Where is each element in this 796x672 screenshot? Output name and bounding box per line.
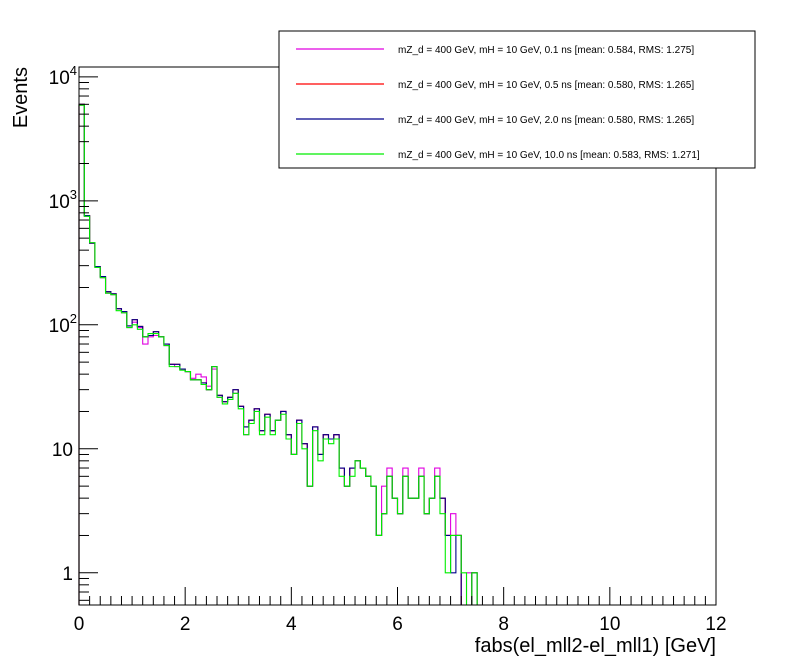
- legend-label-0: mZ_d = 400 GeV, mH = 10 GeV, 0.1 ns [mea…: [398, 45, 694, 56]
- x-tick-label: 4: [286, 614, 297, 635]
- y-tick-label: 102: [49, 311, 77, 337]
- y-tick-label: 10: [52, 440, 73, 461]
- y-tick-label: 104: [49, 63, 77, 89]
- y-axis-title: Events: [10, 67, 32, 128]
- legend-box: [278, 30, 756, 169]
- x-tick-label: 0: [74, 614, 85, 635]
- legend-label-1: mZ_d = 400 GeV, mH = 10 GeV, 0.5 ns [mea…: [398, 80, 694, 91]
- x-tick-label: 2: [180, 614, 191, 635]
- y-tick-label: 103: [49, 187, 77, 213]
- x-tick-label: 6: [392, 614, 403, 635]
- y-tick-label: 1: [62, 564, 73, 585]
- x-axis-title: fabs(el_mll2-el_mll1) [GeV]: [475, 635, 716, 657]
- legend-label-2: mZ_d = 400 GeV, mH = 10 GeV, 2.0 ns [mea…: [398, 115, 694, 126]
- x-tick-label: 10: [599, 614, 620, 635]
- x-tick-label: 12: [705, 614, 726, 635]
- legend-label-3: mZ_d = 400 GeV, mH = 10 GeV, 10.0 ns [me…: [398, 150, 700, 161]
- x-tick-label: 8: [498, 614, 509, 635]
- legend: mZ_d = 400 GeV, mH = 10 GeV, 0.1 ns [mea…: [278, 30, 756, 169]
- axes-layer: 0 2 4 6 8 10 12 1 10 102 103 104: [49, 63, 727, 635]
